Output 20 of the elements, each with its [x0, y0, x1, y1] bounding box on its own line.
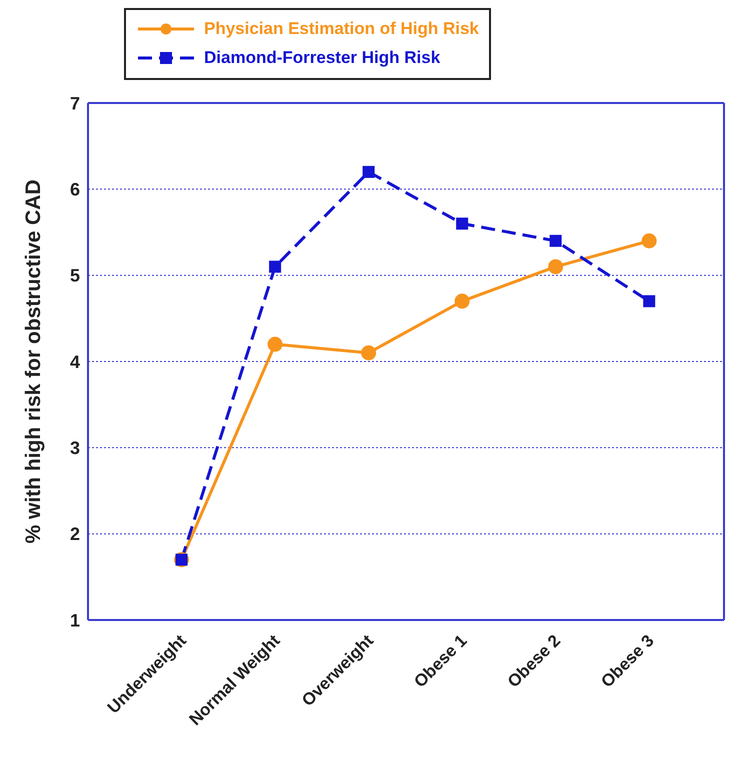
y-tick-label: 6	[70, 180, 80, 200]
point	[362, 166, 375, 178]
y-tick-label: 4	[70, 352, 80, 372]
y-tick-label: 7	[70, 93, 80, 114]
y-tick-label: 5	[70, 266, 80, 286]
y-tick-label: 1	[70, 610, 80, 630]
legend-label: Physician Estimation of High Risk	[204, 18, 479, 38]
point	[268, 336, 283, 352]
point	[456, 218, 468, 230]
point	[643, 295, 656, 308]
y-tick-label: 3	[70, 438, 80, 458]
legend-label: Diamond-Forrester High Risk	[204, 48, 440, 68]
point	[550, 234, 562, 247]
point	[642, 233, 657, 248]
point	[361, 345, 376, 360]
point	[454, 294, 470, 309]
point	[269, 260, 282, 273]
y-tick-label: 2	[70, 524, 80, 544]
y-axis-title: % with high risk for obstructive CAD	[22, 179, 45, 544]
point	[548, 259, 564, 274]
